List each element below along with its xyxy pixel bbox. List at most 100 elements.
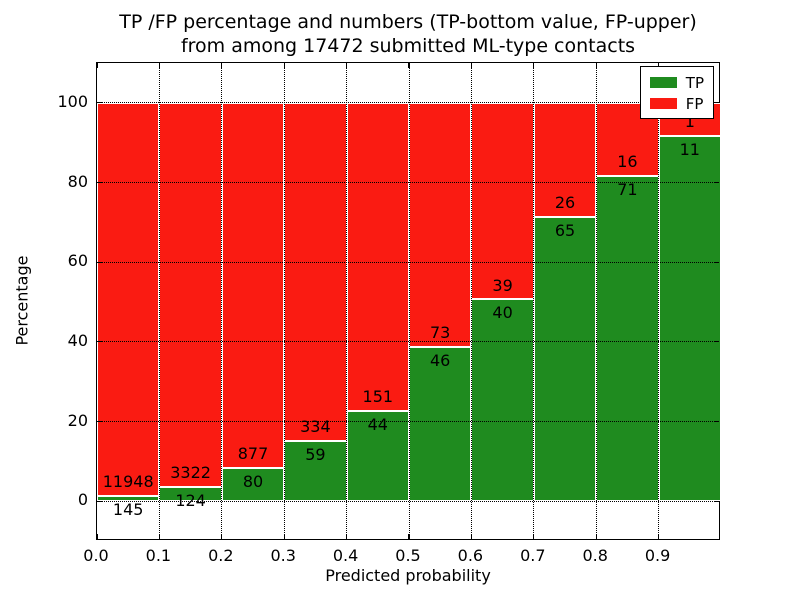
fp-count-label: 334: [300, 417, 331, 437]
bar-segment-fp: [221, 102, 285, 468]
y-tick-label: 20: [67, 410, 88, 430]
legend-item-fp: FP: [649, 93, 704, 114]
x-tickmark-bottom: [470, 534, 472, 539]
legend-item-tp: TP: [649, 72, 704, 93]
fp-count-label: 151: [362, 387, 394, 407]
vertical-gridline: [533, 63, 535, 539]
y-tickmark-right: [714, 500, 719, 502]
x-tick-label: 0.8: [582, 546, 608, 565]
x-tickmark-top: [283, 63, 285, 68]
y-tickmark-left: [97, 500, 102, 502]
y-tick-label: 60: [67, 251, 88, 271]
tp-count-label: 124: [175, 490, 206, 510]
y-tickmark-left: [97, 420, 102, 423]
horizontal-gridline: [97, 421, 719, 422]
x-tickmark-bottom: [533, 534, 535, 539]
chart-title-line1: TP /FP percentage and numbers (TP-bottom…: [119, 11, 697, 33]
fp-count-label: 39: [492, 275, 513, 295]
y-tickmark-left: [97, 102, 102, 104]
bar-segment-fp: [346, 102, 409, 412]
x-tick-label: 0.4: [332, 546, 359, 565]
vertical-gridline: [221, 63, 223, 539]
x-axis-title: Predicted probability: [325, 566, 491, 585]
x-tickmark-bottom: [346, 534, 348, 539]
x-tickmark-bottom: [595, 534, 597, 539]
bar-segment-tp: [533, 216, 597, 502]
chart-title-line2: from among 17472 submitted ML-type conta…: [180, 35, 636, 57]
horizontal-gridline: [97, 500, 719, 502]
horizontal-gridline: [97, 341, 719, 343]
x-tickmark-top: [658, 63, 660, 68]
x-tickmark-top: [221, 63, 223, 68]
tp-count-label: 80: [242, 471, 264, 491]
bar-segment-fp: [97, 102, 160, 497]
legend-color-patch: [649, 77, 677, 88]
y-tick-label: 40: [67, 330, 88, 350]
tickmarks-layer: [96, 63, 719, 539]
x-tick-label: 0.1: [145, 546, 172, 565]
x-tick-label: 0.6: [457, 546, 484, 565]
y-tickmark-right: [714, 102, 719, 104]
legend-color-patch: [649, 98, 677, 109]
tp-count-label: 59: [305, 445, 326, 465]
bar-segment-tp: [471, 299, 534, 502]
x-tickmark-top: [533, 63, 535, 68]
bar-value-labels-layer: 11948 145 3322 124 877 80 334 59 151 44 73 46 39 40 26…: [97, 63, 719, 539]
vertical-gridline: [283, 63, 285, 539]
x-tick-label: 0.9: [644, 546, 671, 565]
vertical-gridline: [408, 63, 410, 539]
fp-count-label: 26: [554, 192, 576, 212]
y-tick-label: 80: [67, 171, 88, 191]
bar-segment-fp: [284, 102, 347, 442]
horizontal-gridline: [97, 182, 719, 183]
x-tickmark-top: [408, 63, 410, 68]
y-tickmark-right: [714, 341, 719, 343]
y-tickmark-right: [714, 181, 719, 184]
x-tickmark-bottom: [221, 534, 223, 539]
bar-segment-tp: [596, 176, 659, 502]
bar-segment-fp: [596, 102, 659, 177]
x-tickmark-bottom: [658, 534, 660, 539]
tp-count-label: 65: [554, 220, 576, 240]
x-tick-label: 0.0: [83, 546, 109, 565]
vertical-gridline: [470, 63, 472, 539]
vertical-gridline: [595, 63, 597, 539]
y-axis-title: Percentage: [12, 255, 32, 346]
vertical-gridline: [346, 63, 348, 539]
tp-count-label: 145: [112, 500, 144, 520]
fp-count-label: 73: [430, 323, 451, 343]
tp-count-label: 46: [430, 351, 451, 371]
bar-segment-tp: [159, 486, 222, 502]
y-tickmark-right: [714, 420, 719, 423]
gridlines-layer: [97, 63, 719, 539]
bar-segment-tp: [409, 347, 472, 502]
horizontal-gridline: [97, 102, 719, 104]
x-tick-label: 0.5: [395, 546, 421, 565]
y-tickmark-left: [97, 261, 102, 263]
x-tickmark-top: [158, 63, 160, 68]
x-tickmark-bottom: [158, 534, 160, 539]
x-tickmark-top: [96, 63, 98, 68]
bar-segment-fp: [533, 102, 597, 217]
fp-count-label: 1: [684, 112, 695, 132]
vertical-gridline: [158, 63, 160, 539]
bar-segment-fp: [159, 102, 222, 487]
x-tickmark-bottom: [96, 534, 98, 539]
tp-count-label: 11: [679, 139, 700, 159]
x-tickmark-top: [346, 63, 348, 68]
legend-label: TP: [685, 73, 704, 92]
tp-count-label: 44: [367, 415, 388, 435]
tp-count-label: 40: [492, 303, 513, 323]
fp-count-label: 16: [617, 152, 638, 172]
y-tick-label: 100: [57, 91, 88, 111]
tp-count-label: 71: [617, 180, 638, 200]
y-tickmark-right: [714, 261, 719, 263]
x-tick-label: 0.2: [208, 546, 234, 565]
y-tickmark-left: [97, 181, 102, 184]
x-tickmark-top: [470, 63, 472, 68]
bars-layer: [97, 63, 721, 539]
bar-segment-tp: [658, 136, 721, 502]
bar-segment-fp: [471, 102, 534, 300]
plot-area: 11948 145 3322 124 877 80 334 59 151 44 73 46 39 40 26…: [96, 62, 721, 540]
